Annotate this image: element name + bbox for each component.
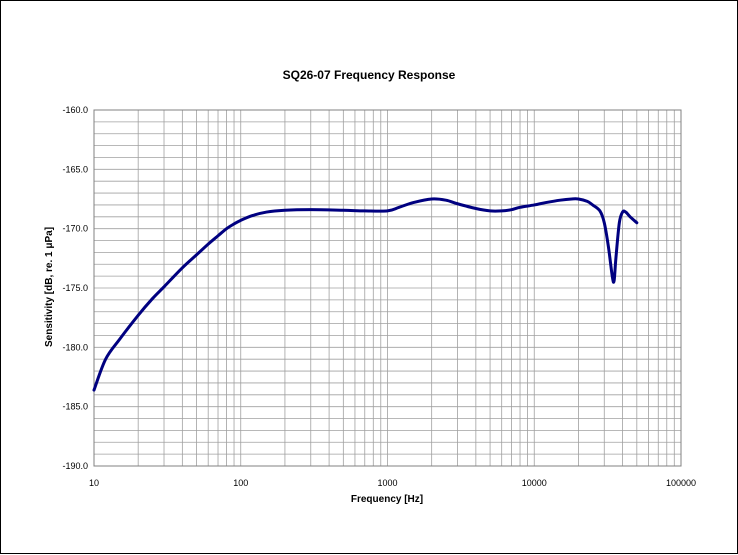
x-tick-label: 10000 — [522, 478, 547, 488]
x-tick-label: 100 — [233, 478, 248, 488]
x-tick-label: 100000 — [666, 478, 696, 488]
y-tick-label: -185.0 — [62, 402, 88, 412]
y-tick-label: -190.0 — [62, 461, 88, 471]
y-axis-tick-labels: -160.0 -165.0 -170.0 -175.0 -180.0 -185.0 -190… — [62, 105, 88, 471]
y-tick-label: -170.0 — [62, 224, 88, 234]
x-axis-tick-labels: 10 100 1000 10000 100000 — [89, 478, 696, 488]
sensitivity-series-line — [92, 197, 639, 392]
y-axis-title: Sensitivity [dB, re. 1 μPa] — [44, 227, 55, 347]
x-axis-title: Frequency [Hz] — [351, 494, 423, 505]
plot-area-frame — [93, 109, 682, 467]
x-tick-label: 10 — [89, 478, 99, 488]
plot-area-border — [93, 109, 682, 467]
y-tick-label: -165.0 — [62, 164, 88, 174]
chart-title: SQ26-07 Frequency Response — [283, 68, 456, 82]
grid-lines — [94, 110, 681, 466]
x-tick-label: 1000 — [377, 478, 397, 488]
series-layer — [92, 197, 639, 392]
y-tick-label: -160.0 — [62, 105, 88, 115]
y-tick-label: -175.0 — [62, 283, 88, 293]
y-tick-label: -180.0 — [62, 342, 88, 352]
